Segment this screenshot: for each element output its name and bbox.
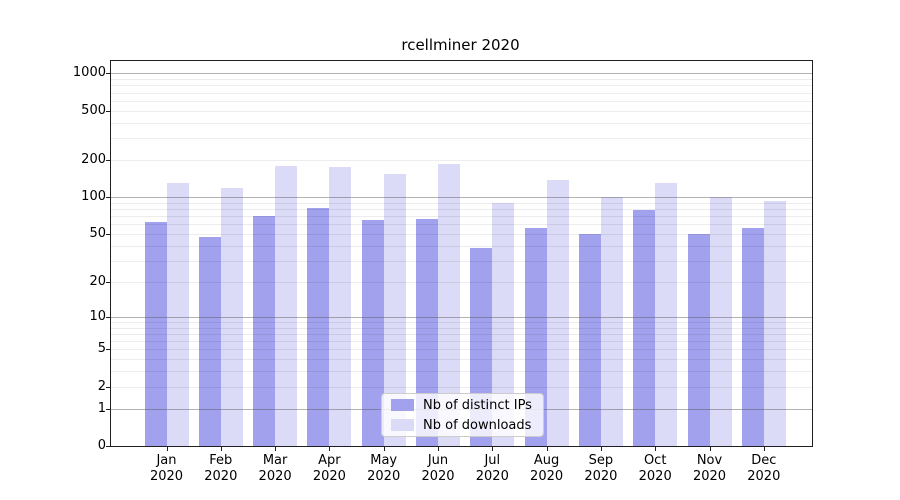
bar-downloads-feb [220, 187, 243, 446]
y-tick-mark [106, 197, 111, 198]
x-tick-mark [383, 446, 385, 451]
y-tick-mark [106, 446, 111, 447]
bar-downloads-jan [166, 183, 189, 446]
legend: Nb of distinct IPs Nb of downloads [381, 393, 544, 437]
bar-downloads-oct [655, 183, 678, 446]
x-tick-mark [220, 446, 222, 451]
x-tick-label: Jan 2020 [149, 453, 184, 484]
y-tick-label: 100 [81, 189, 106, 204]
bar-distinct-ips-may [361, 220, 384, 446]
bar-downloads-may [383, 173, 406, 446]
bars-layer [111, 61, 812, 446]
bar-downloads-mar [275, 165, 298, 446]
bar-distinct-ips-nov [687, 233, 710, 446]
y-tick-mark [106, 386, 111, 388]
bar-downloads-apr [329, 166, 352, 446]
x-tick-label: Nov 2020 [692, 453, 727, 484]
y-tick-label: 50 [89, 225, 106, 241]
y-tick-mark [106, 349, 111, 351]
x-tick-label: Aug 2020 [530, 453, 564, 484]
bar-distinct-ips-oct [633, 209, 656, 446]
ticks-layer: 0 1 2 5 10 20 50 100 200 500 1000 Jan 2020 Feb 2020 M… [73, 61, 812, 484]
y-tick-label: 1 [97, 400, 106, 416]
y-tick-label: 2 [97, 378, 106, 394]
x-tick-label: Jul 2020 [475, 453, 509, 484]
y-tick-label: 1000 [72, 65, 106, 81]
bar-distinct-ips-sep [578, 233, 601, 446]
x-tick-label: Dec 2020 [747, 453, 781, 484]
bar-distinct-ips-dec [741, 227, 764, 446]
x-tick-mark [275, 446, 277, 451]
bar-distinct-ips-jun [416, 219, 438, 446]
x-tick-label: Feb 2020 [204, 453, 238, 484]
bar-downloads-jul [492, 202, 515, 446]
bar-distinct-ips-mar [253, 216, 276, 446]
y-tick-mark [106, 110, 111, 112]
x-tick-label: May 2020 [367, 453, 401, 484]
y-tick-mark [106, 408, 111, 410]
x-tick-mark [329, 446, 331, 451]
x-tick-mark [600, 446, 602, 451]
y-tick-label: 200 [81, 151, 106, 167]
y-tick-label: 500 [81, 102, 106, 118]
y-tick-mark [106, 73, 111, 75]
x-tick-label: Apr 2020 [312, 453, 346, 484]
bar-downloads-sep [600, 197, 623, 446]
legend-swatch-distinct-ips [391, 399, 414, 411]
y-tick-label: 5 [97, 341, 106, 357]
x-tick-label: Sep 2020 [584, 453, 618, 484]
x-tick-mark [166, 446, 168, 451]
x-tick-mark [709, 446, 711, 451]
y-tick-label: 0 [97, 438, 106, 453]
x-tick-mark [492, 446, 494, 451]
bar-distinct-ips-apr [307, 207, 330, 446]
legend-swatch-downloads [391, 419, 414, 431]
y-tick-label: 20 [89, 273, 106, 289]
x-tick-label: Oct 2020 [638, 453, 672, 484]
y-tick-mark [106, 316, 111, 318]
bar-downloads-dec [763, 200, 786, 446]
x-tick-mark [438, 446, 439, 451]
y-tick-mark [106, 281, 111, 283]
plot-area: 0 1 2 5 10 20 50 100 200 500 1000 Jan 2020 Feb 2020 M… [73, 60, 813, 484]
legend-item-downloads: Nb of downloads [391, 418, 543, 433]
y-tick-mark [106, 159, 111, 161]
legend-label-distinct-ips: Nb of distinct IPs [423, 397, 532, 413]
bar-distinct-ips-feb [198, 237, 221, 446]
bar-distinct-ips-aug [524, 227, 547, 446]
y-tick-mark [106, 233, 111, 235]
x-tick-label: Jun 2020 [421, 453, 455, 484]
chart-title: rcellminer 2020 [401, 36, 520, 54]
bar-downloads-nov [709, 197, 732, 446]
legend-item-distinct-ips: Nb of distinct IPs [391, 398, 543, 413]
y-tick-label: 10 [89, 308, 106, 324]
bar-downloads-jun [438, 164, 460, 446]
x-tick-mark [655, 446, 657, 451]
bar-distinct-ips-jan [144, 221, 167, 446]
x-tick-label: Mar 2020 [258, 453, 292, 484]
x-tick-mark [763, 446, 765, 451]
bar-downloads-aug [546, 179, 569, 446]
legend-label-downloads: Nb of downloads [423, 417, 532, 433]
x-tick-mark [546, 446, 548, 451]
